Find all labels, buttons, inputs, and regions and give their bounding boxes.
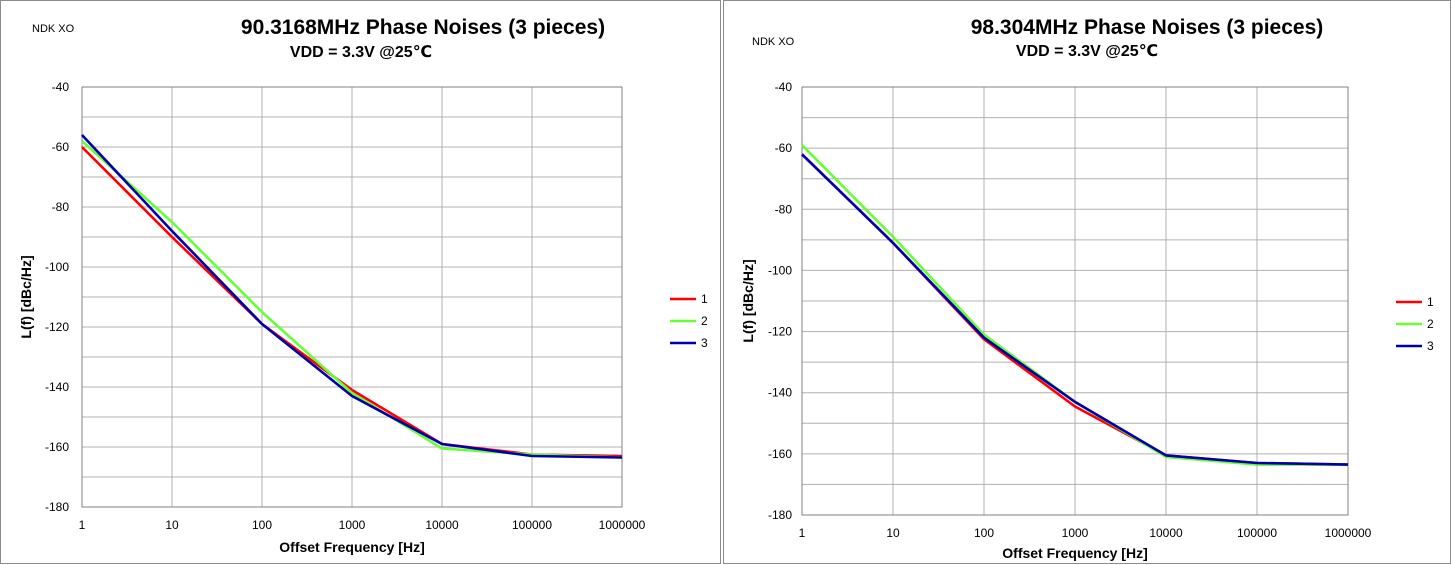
chart-left: -40 -60 -80 -100 -120 -140 -160 -180 1 10 100 1000 1… [18,16,708,555]
y-tick-label: -40 [775,80,793,94]
chart-right: -40 -60 -80 -100 -120 -140 -160 -180 1 10 100 1000 1… [740,16,1434,561]
chart-panel-left: -40 -60 -80 -100 -120 -140 -160 -180 1 10 100 1000 1… [0,0,721,564]
y-tick-label: -100 [768,263,792,277]
series-line-3 [801,153,1349,466]
legend-label: 3 [1427,339,1434,353]
x-tick-label: 1000 [339,518,366,532]
y-tick-label: -160 [768,447,792,461]
x-tick-label: 1 [799,526,806,540]
y-tick-label: -80 [52,200,70,214]
chart-title: 98.304MHz Phase Noises (3 pieces) [971,16,1324,39]
legend-label: 3 [701,336,708,350]
x-tick-label: 100 [974,526,994,540]
y-tick-label: -100 [45,260,69,274]
legend-label: 1 [1427,295,1434,309]
y-tick-label: -60 [775,141,793,155]
x-tick-label: 10000 [1149,526,1183,540]
y-tick-label: -160 [45,440,69,454]
legend-label: 2 [1427,317,1434,331]
chart-title: 90.3168MHz Phase Noises (3 pieces) [241,16,605,39]
brand-label: NDK XO [752,36,795,48]
series-line-3 [81,134,623,459]
brand-label: NDK XO [32,23,75,35]
legend-label: 2 [701,314,708,328]
plot-border [81,86,623,508]
x-tick-label: 100 [252,518,272,532]
x-axis-label: Offset Frequency [Hz] [279,539,424,555]
chart-subtitle: VDD = 3.3V @25℃ [290,44,432,61]
x-axis-label: Offset Frequency [Hz] [1002,545,1147,561]
x-tick-label: 10 [886,526,900,540]
x-tick-label: 10 [165,518,179,532]
chart-subtitle: VDD = 3.3V @25℃ [1016,43,1158,60]
x-tick-label: 10000 [425,518,459,532]
y-tick-label: -60 [52,140,70,154]
x-tick-label: 1000000 [599,518,646,532]
y-tick-label: -140 [45,380,69,394]
y-tick-label: -140 [768,386,792,400]
y-tick-label: -180 [45,500,69,514]
y-tick-label: -120 [768,325,792,339]
series-line-2 [81,140,623,459]
y-tick-label: -40 [52,80,70,94]
x-tick-label: 1 [79,518,86,532]
legend-label: 1 [701,292,708,306]
y-tick-label: -180 [768,508,792,522]
y-axis-label: L(f) [dBc/Hz] [18,255,34,338]
y-axis-label: L(f) [dBc/Hz] [740,259,756,342]
chart-panel-right: -40 -60 -80 -100 -120 -140 -160 -180 1 10 100 1000 1… [723,0,1451,564]
x-tick-label: 1000 [1062,526,1089,540]
y-tick-label: -80 [775,202,793,216]
x-tick-label: 100000 [512,518,552,532]
x-tick-label: 100000 [1237,526,1277,540]
x-tick-label: 1000000 [1325,526,1372,540]
y-tick-label: -120 [45,320,69,334]
plot-border [801,86,1349,516]
